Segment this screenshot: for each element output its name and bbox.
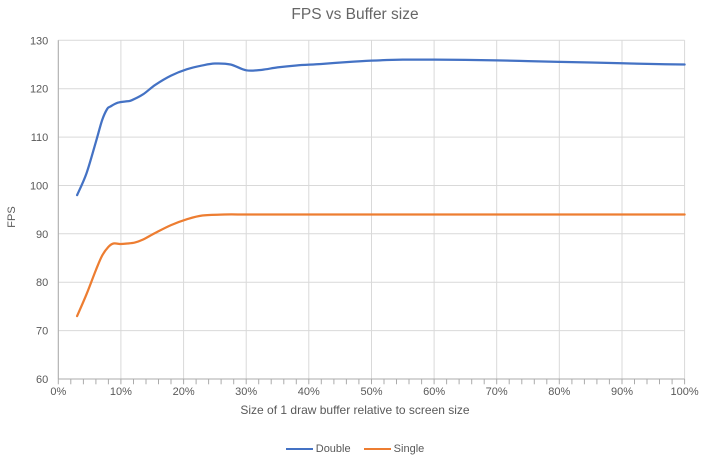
svg-text:20%: 20% bbox=[173, 386, 195, 398]
svg-text:100%: 100% bbox=[671, 386, 699, 398]
svg-text:30%: 30% bbox=[235, 386, 257, 398]
svg-text:40%: 40% bbox=[298, 386, 320, 398]
svg-text:70: 70 bbox=[36, 326, 48, 338]
svg-text:50%: 50% bbox=[360, 386, 382, 398]
svg-text:110: 110 bbox=[31, 132, 49, 144]
svg-text:80%: 80% bbox=[548, 386, 570, 398]
svg-text:100: 100 bbox=[30, 181, 48, 193]
svg-text:10%: 10% bbox=[110, 386, 132, 398]
svg-text:130: 130 bbox=[30, 35, 48, 47]
svg-text:70%: 70% bbox=[486, 386, 508, 398]
svg-text:60: 60 bbox=[36, 374, 48, 386]
svg-text:90%: 90% bbox=[611, 386, 633, 398]
svg-text:0%: 0% bbox=[50, 386, 66, 398]
svg-text:80: 80 bbox=[36, 277, 48, 289]
svg-text:90: 90 bbox=[36, 229, 48, 241]
svg-text:120: 120 bbox=[30, 84, 48, 96]
svg-text:60%: 60% bbox=[423, 386, 445, 398]
